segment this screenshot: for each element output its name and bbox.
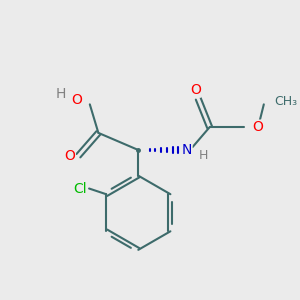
Text: H: H [199, 149, 208, 162]
Text: O: O [190, 83, 201, 97]
Text: O: O [71, 93, 82, 107]
Text: CH₃: CH₃ [274, 95, 297, 108]
Text: O: O [252, 120, 263, 134]
Text: Cl: Cl [74, 182, 87, 196]
Text: H: H [56, 87, 67, 101]
Text: N: N [182, 143, 192, 157]
Text: O: O [64, 149, 75, 163]
